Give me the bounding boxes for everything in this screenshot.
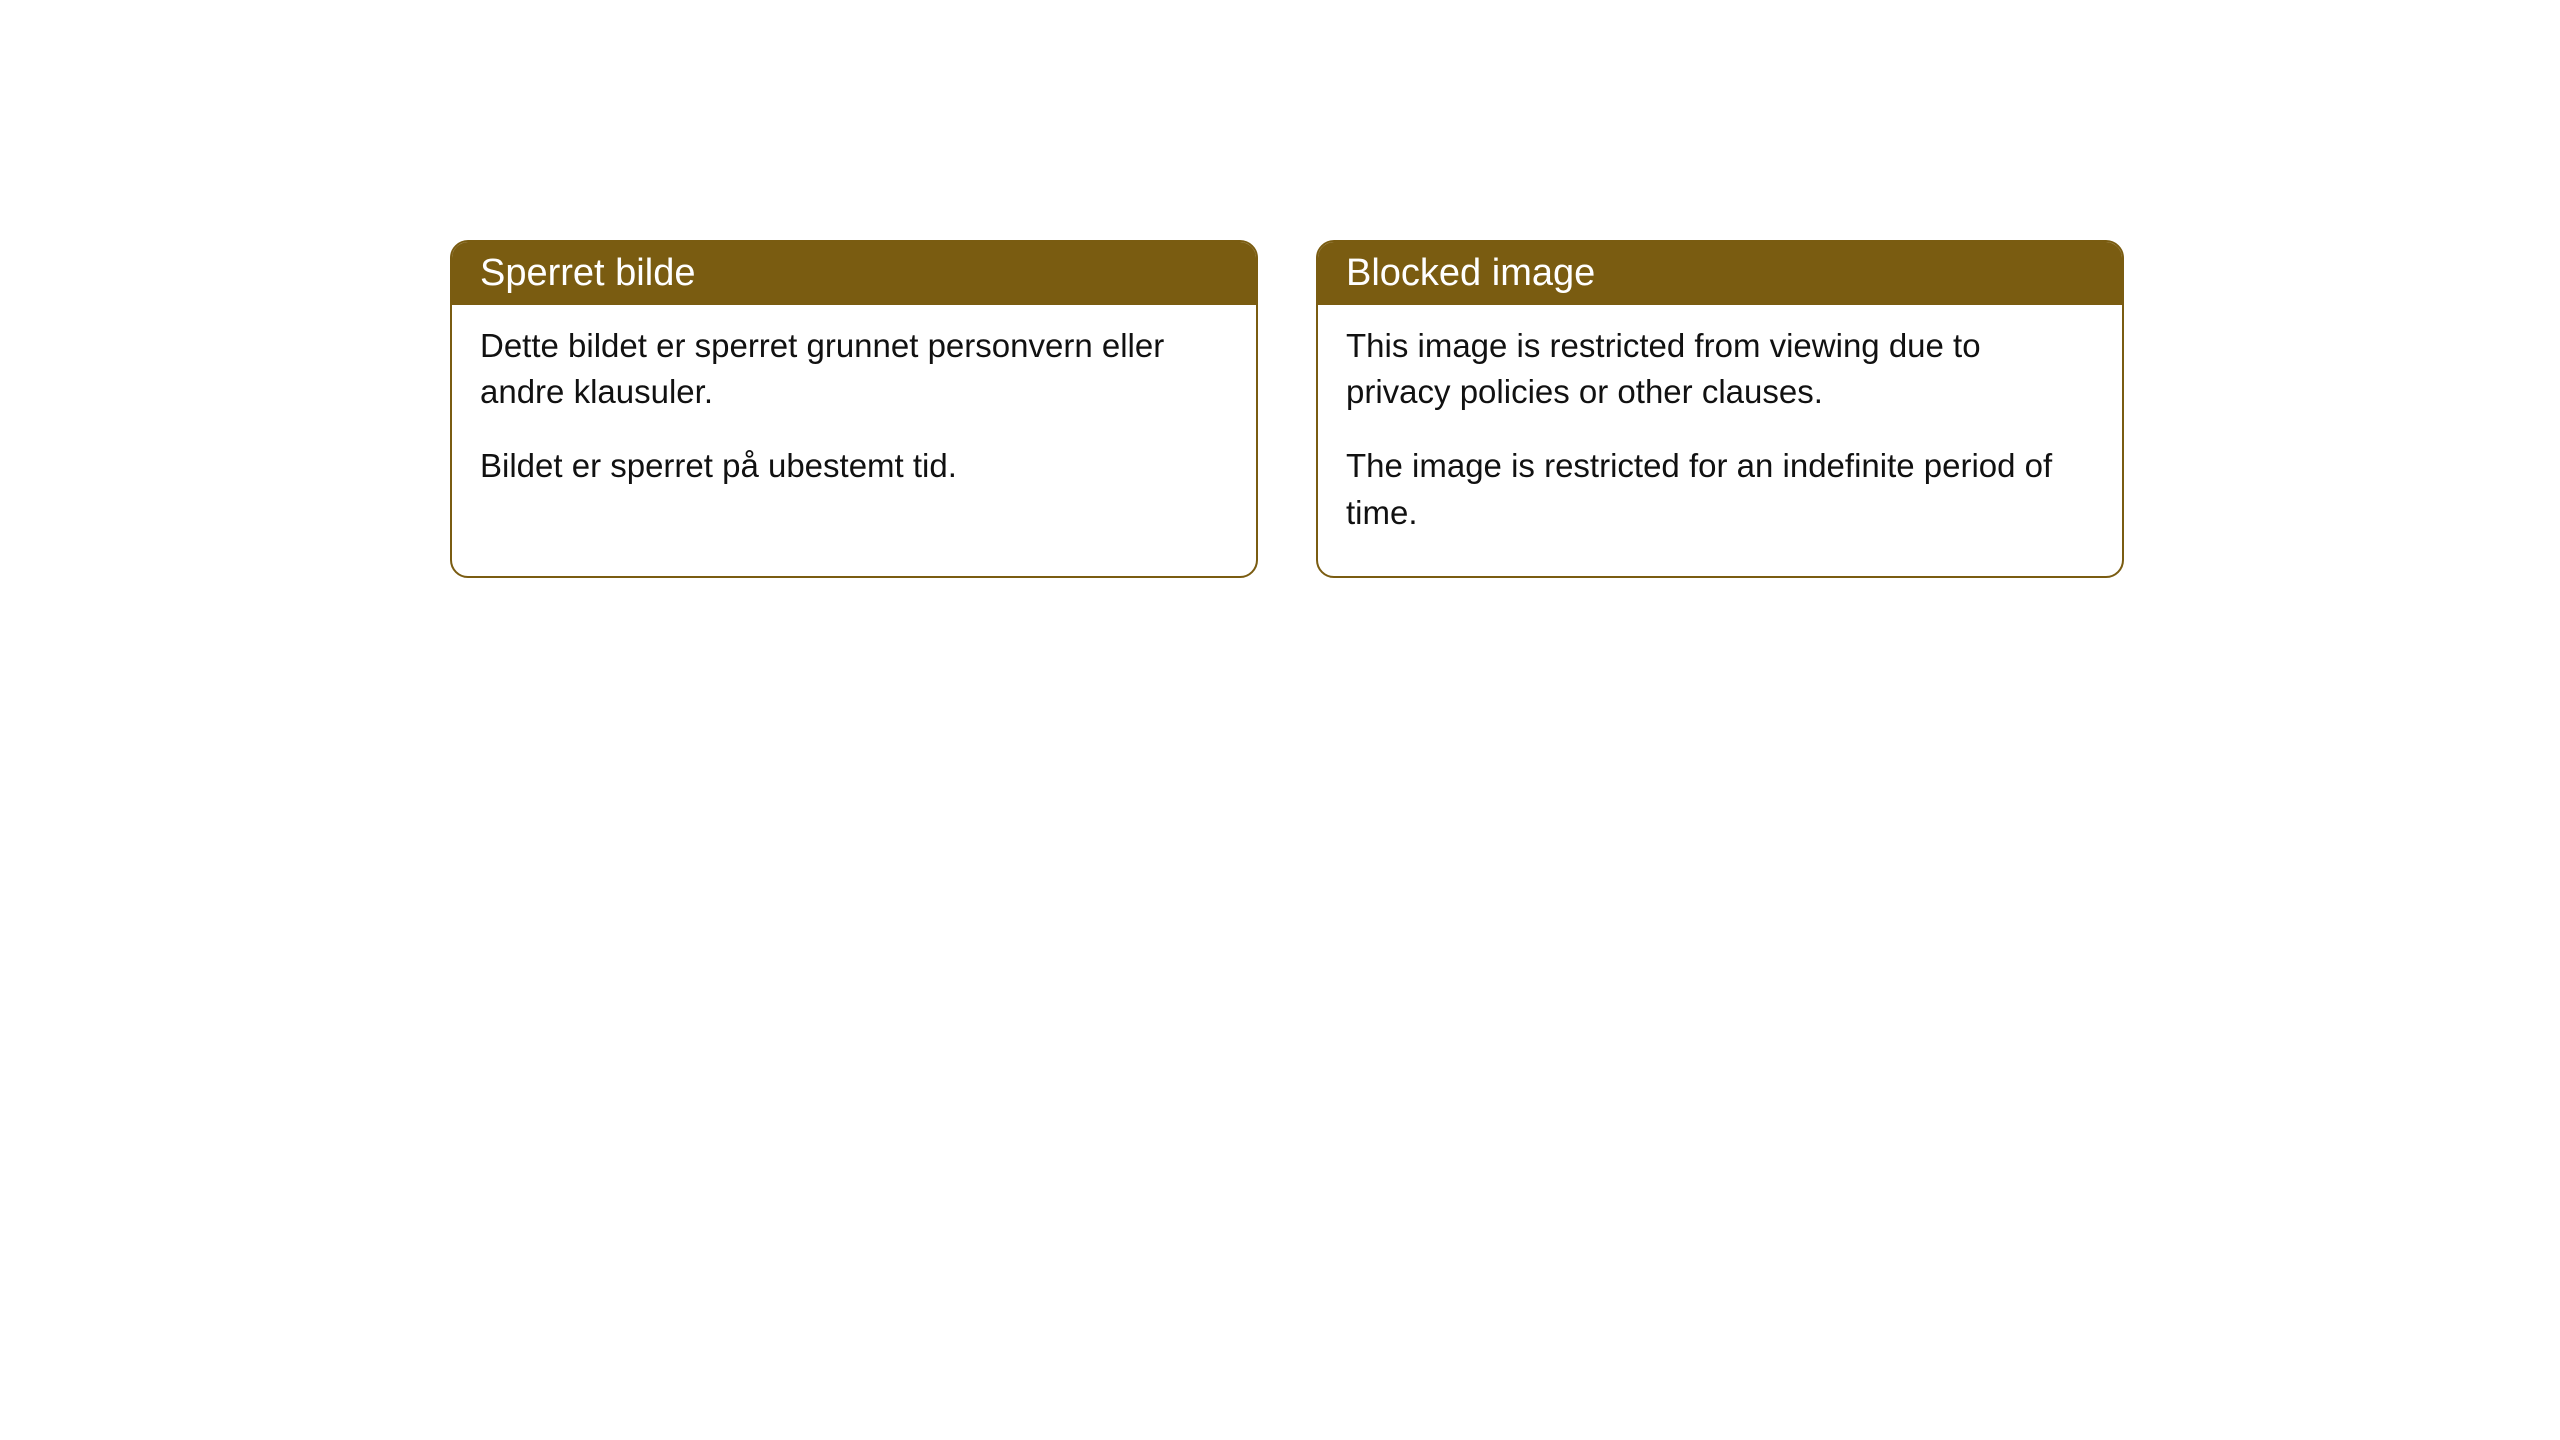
notice-card-norwegian: Sperret bilde Dette bildet er sperret gr… (450, 240, 1258, 578)
notice-paragraph: The image is restricted for an indefinit… (1346, 443, 2094, 535)
notice-header: Sperret bilde (452, 242, 1256, 305)
notice-paragraph: This image is restricted from viewing du… (1346, 323, 2094, 415)
notice-paragraph: Bildet er sperret på ubestemt tid. (480, 443, 1228, 489)
notice-card-english: Blocked image This image is restricted f… (1316, 240, 2124, 578)
notice-body: This image is restricted from viewing du… (1318, 305, 2122, 576)
notice-body: Dette bildet er sperret grunnet personve… (452, 305, 1256, 530)
notice-paragraph: Dette bildet er sperret grunnet personve… (480, 323, 1228, 415)
notice-container: Sperret bilde Dette bildet er sperret gr… (0, 0, 2560, 578)
notice-header: Blocked image (1318, 242, 2122, 305)
